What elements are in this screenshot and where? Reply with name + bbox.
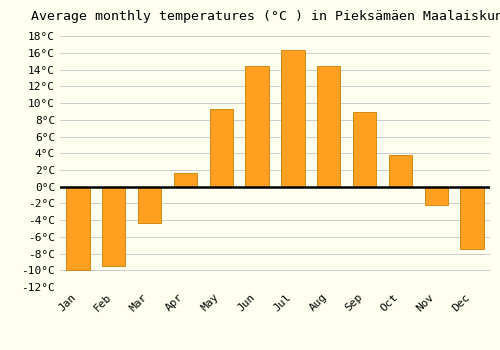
Bar <box>66 187 90 270</box>
Bar <box>246 65 268 187</box>
Bar <box>460 187 483 248</box>
Title: Average monthly temperatures (°C ) in Pieksämäen Maalaiskunta: Average monthly temperatures (°C ) in Pi… <box>31 10 500 23</box>
Bar <box>102 187 126 266</box>
Bar <box>210 109 233 187</box>
Bar <box>353 112 376 187</box>
Bar <box>389 155 412 187</box>
Bar <box>424 187 448 205</box>
Bar <box>282 50 304 187</box>
Bar <box>174 173 197 187</box>
Bar <box>317 65 340 187</box>
Bar <box>138 187 161 223</box>
